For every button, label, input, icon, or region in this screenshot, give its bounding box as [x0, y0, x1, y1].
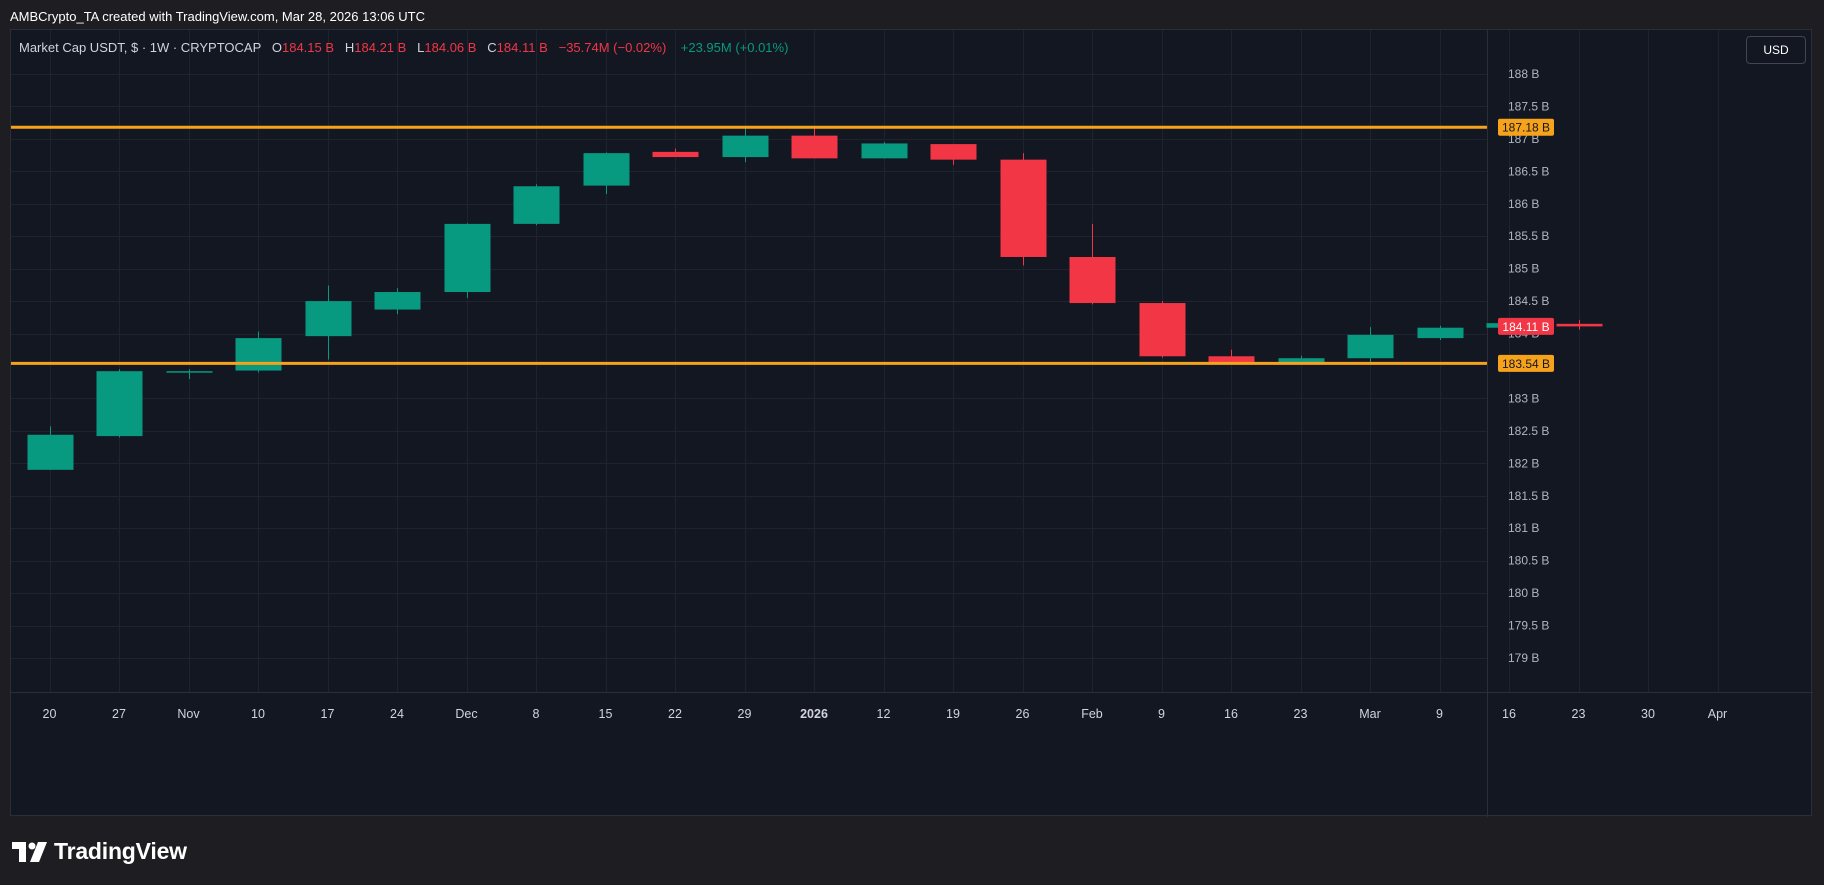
candle-body[interactable] [305, 301, 352, 337]
level-price-label: 183.54 B [1502, 357, 1550, 371]
price-tick-label: 179.5 B [1508, 619, 1549, 633]
logo-text: TradingView [54, 838, 187, 864]
high-label: H [344, 40, 355, 55]
chart-caption: AMBCrypto_TA created with TradingView.co… [10, 9, 425, 24]
open-value: 184.15 B [281, 40, 335, 55]
time-tick-label: 24 [390, 707, 404, 721]
time-tick-label: 27 [112, 707, 126, 721]
time-tick-label: 12 [877, 707, 891, 721]
candle-body[interactable] [1208, 356, 1255, 363]
candle-body[interactable] [583, 153, 630, 186]
symbol-name[interactable]: Market Cap USDT, $ · 1W · CRYPTOCAP [19, 40, 262, 55]
candle-body[interactable] [652, 151, 699, 158]
time-tick-label: Mar [1359, 707, 1381, 721]
chart-area[interactable]: 188 B 187.5 B 187 B 186.5 B 186 B 185.5 B 185 … [10, 29, 1813, 817]
candle-body[interactable] [1139, 303, 1186, 357]
price-tick-label: 184.5 B [1508, 294, 1549, 308]
candle-body[interactable] [1556, 323, 1603, 327]
high-value: 184.21 B [354, 40, 407, 55]
time-tick-label: 16 [1502, 707, 1516, 721]
time-tick-label: 23 [1572, 707, 1586, 721]
time-tick-label: 17 [321, 707, 335, 721]
time-tick-label: 9 [1158, 707, 1165, 721]
candle-body[interactable] [930, 144, 977, 160]
time-tick-label: 15 [599, 707, 613, 721]
time-tick-label: Apr [1708, 707, 1727, 721]
time-tick-label: 9 [1436, 707, 1443, 721]
time-tick-label: 29 [738, 707, 752, 721]
time-tick-label: 10 [251, 707, 265, 721]
candle-body[interactable] [722, 135, 769, 158]
time-tick-label: 2026 [800, 707, 828, 721]
candle-body[interactable] [791, 135, 838, 159]
candle-body[interactable] [1000, 159, 1047, 257]
candle-body[interactable] [374, 292, 421, 310]
time-tick-label: 30 [1641, 707, 1655, 721]
time-tick-label: Feb [1081, 707, 1103, 721]
time-tick-label: 26 [1016, 707, 1030, 721]
level-price-label: 187.18 B [1502, 121, 1550, 135]
symbol-legend: Market Cap USDT, $ · 1W · CRYPTOCAP O184… [19, 40, 788, 55]
volume-change-value: +23.95M (+0.01%) [680, 40, 789, 55]
price-tick-label: 180.5 B [1508, 554, 1549, 568]
price-tick-label: 187.5 B [1508, 99, 1549, 113]
time-tick-label: 20 [43, 707, 57, 721]
time-tick-label: 22 [668, 707, 682, 721]
candle-body[interactable] [513, 186, 560, 224]
time-tick-label: 23 [1294, 707, 1308, 721]
price-tick-label: 182 B [1508, 456, 1539, 470]
candle-body[interactable] [27, 434, 74, 470]
candle-body[interactable] [1417, 327, 1464, 339]
price-tick-label: 185.5 B [1508, 229, 1549, 243]
last-price-tag [1498, 317, 1554, 335]
level-price-tag [1498, 354, 1554, 372]
candle-body[interactable] [96, 371, 143, 437]
candle-body[interactable] [166, 371, 213, 373]
candle-body[interactable] [444, 223, 491, 293]
close-value: 184.11 B [496, 40, 548, 55]
price-tick-label: 186.5 B [1508, 164, 1549, 178]
level-price-tag [1498, 118, 1554, 136]
price-tick-label: 181 B [1508, 521, 1539, 535]
price-tick-label: 180 B [1508, 586, 1539, 600]
candle-body[interactable] [235, 338, 282, 371]
low-value: 184.06 B [424, 40, 477, 55]
last-price-label: 184.11 B [1502, 320, 1549, 334]
price-tick-label: 183 B [1508, 391, 1539, 405]
price-tick-label: 185 B [1508, 262, 1539, 276]
time-tick-label: 8 [533, 707, 540, 721]
open-label: O [271, 40, 282, 55]
low-label: L [417, 40, 425, 55]
tradingview-logo[interactable]: TradingView [12, 838, 187, 865]
candle-body[interactable] [1069, 256, 1116, 304]
price-tick-label: 182.5 B [1508, 424, 1549, 438]
price-tick-label: 179 B [1508, 651, 1539, 665]
tradingview-logo-icon [12, 841, 47, 862]
close-label: C [487, 40, 497, 55]
price-tick-label: 181.5 B [1508, 489, 1549, 503]
time-tick-label: Nov [177, 707, 200, 721]
candle-body[interactable] [1347, 334, 1394, 359]
change-value: −35.74M (−0.02%) [558, 40, 667, 55]
currency-button[interactable]: USD [1746, 36, 1806, 64]
candle-body[interactable] [861, 143, 908, 159]
time-tick-label: Dec [455, 707, 477, 721]
time-tick-label: 16 [1224, 707, 1238, 721]
price-tick-label: 186 B [1508, 197, 1539, 211]
price-tick-label: 188 B [1508, 67, 1539, 81]
time-tick-label: 19 [946, 707, 960, 721]
candle-body[interactable] [1278, 358, 1325, 365]
